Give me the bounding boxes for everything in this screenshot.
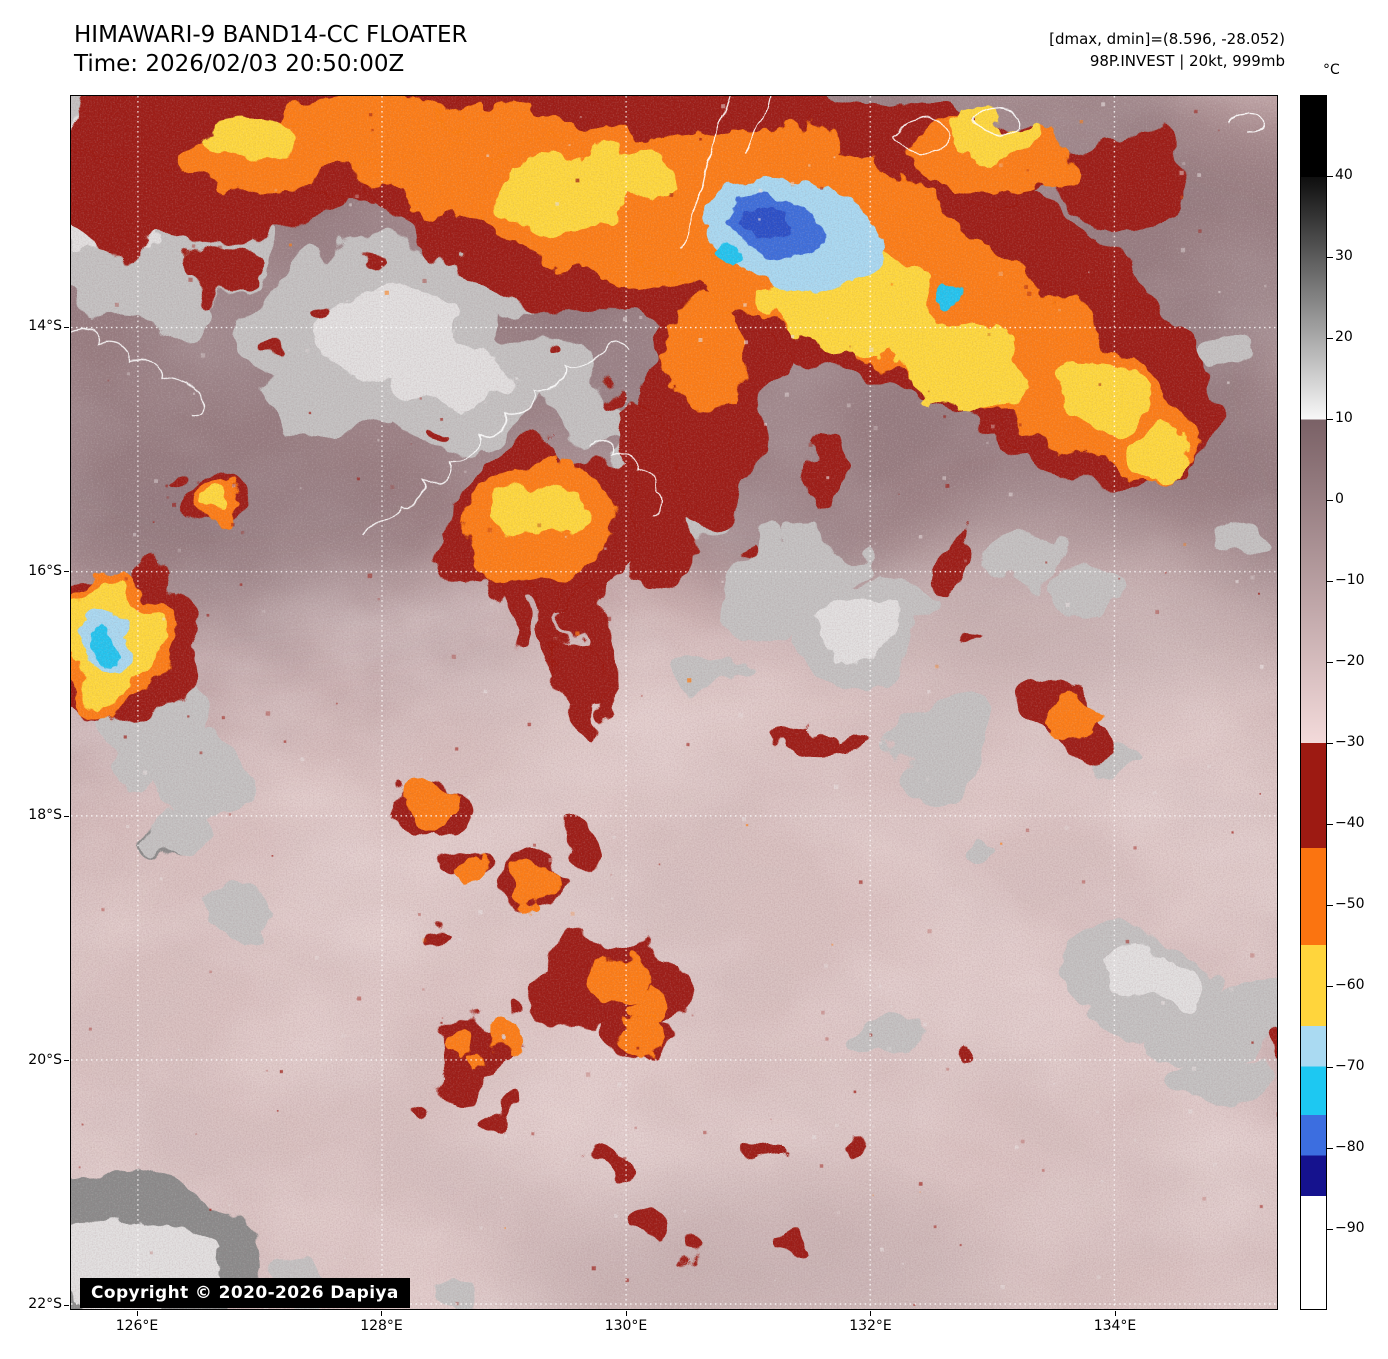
x-axis-tick xyxy=(381,1311,382,1316)
colorbar-tick-label: −80 xyxy=(1335,1139,1365,1155)
colorbar-tick-label: 20 xyxy=(1335,329,1353,345)
grain-light xyxy=(71,96,1277,1309)
satellite-image xyxy=(71,96,1277,1309)
colorbar-tick-label: 10 xyxy=(1335,410,1353,426)
x-axis-label: 134°E xyxy=(1093,1318,1137,1334)
satellite-map: Copyright © 2020-2026 Dapiya xyxy=(70,95,1278,1310)
colorbar xyxy=(1300,95,1327,1310)
colorbar-tick-label: −90 xyxy=(1335,1220,1365,1236)
colorbar-tick-label: −40 xyxy=(1335,815,1365,831)
coastline xyxy=(679,96,732,249)
coastline xyxy=(892,119,952,152)
colorbar-tick xyxy=(1327,256,1333,258)
colorbar-tick xyxy=(1327,337,1333,339)
coastlines xyxy=(71,96,1266,534)
coastline xyxy=(970,108,1021,137)
coastline xyxy=(589,440,663,516)
colorbar-tick xyxy=(1327,175,1333,177)
x-axis-tick xyxy=(625,1311,627,1316)
colorbar-tick-label: 30 xyxy=(1335,248,1353,264)
colorbar-tick xyxy=(1327,661,1333,663)
colorbar-tick-label: 0 xyxy=(1335,491,1344,507)
colorbar-tick xyxy=(1327,742,1333,744)
coastline xyxy=(1226,113,1266,133)
colorbar-tick xyxy=(1327,1066,1333,1068)
y-axis-label: 16°S xyxy=(28,562,62,579)
colorbar-tick-label: −70 xyxy=(1335,1058,1365,1074)
dmax-dmin-readout: [dmax, dmin]=(8.596, -28.052) xyxy=(1049,30,1285,48)
colorbar-tick-label: −60 xyxy=(1335,977,1365,993)
colorbar-tick xyxy=(1327,823,1333,825)
colorbar-tick-label: −10 xyxy=(1335,572,1365,588)
colorbar-tick xyxy=(1327,985,1333,987)
colorbar-tick-label: 40 xyxy=(1335,167,1353,183)
x-axis-tick xyxy=(136,1311,138,1316)
colorbar-tick xyxy=(1327,580,1333,582)
y-axis-label: 22°S xyxy=(28,1296,62,1312)
colorbar-tick xyxy=(1327,904,1333,906)
colorbar-tick xyxy=(1327,418,1333,420)
storm-readout: 98P.INVEST | 20kt, 999mb xyxy=(1089,52,1285,70)
y-axis-tick xyxy=(64,571,69,572)
colorbar-tick-label: −20 xyxy=(1335,653,1365,669)
coastline xyxy=(362,343,631,534)
coastline xyxy=(745,96,773,157)
x-axis-label: 132°E xyxy=(849,1318,892,1334)
x-axis-label: 128°E xyxy=(360,1318,403,1334)
y-axis-label: 14°S xyxy=(28,318,62,334)
x-axis-tick xyxy=(1114,1311,1116,1316)
colorbar-tick-label: −30 xyxy=(1335,734,1365,750)
coastline xyxy=(71,328,207,415)
colorbar-unit-label: °C xyxy=(1323,62,1340,78)
colorbar-tick xyxy=(1327,499,1333,501)
x-axis-label: 126°E xyxy=(115,1318,159,1334)
colorbar-tick xyxy=(1327,1147,1333,1149)
y-axis-tick xyxy=(64,1304,69,1306)
y-axis-label: 20°S xyxy=(28,1051,62,1068)
y-axis-label: 18°S xyxy=(28,807,62,823)
product-time: Time: 2026/02/03 20:50:00Z xyxy=(74,51,405,77)
y-axis-tick xyxy=(64,326,69,328)
product-title: HIMAWARI-9 BAND14-CC FLOATER xyxy=(74,22,468,48)
y-axis-tick xyxy=(64,1060,69,1061)
x-axis-tick xyxy=(870,1311,871,1316)
colorbar-tick-label: −50 xyxy=(1335,896,1365,912)
copyright-label: Copyright © 2020-2026 Dapiya xyxy=(80,1278,410,1308)
y-axis-tick xyxy=(64,815,69,817)
x-axis-label: 130°E xyxy=(604,1318,648,1334)
colorbar-tick xyxy=(1327,1228,1333,1230)
